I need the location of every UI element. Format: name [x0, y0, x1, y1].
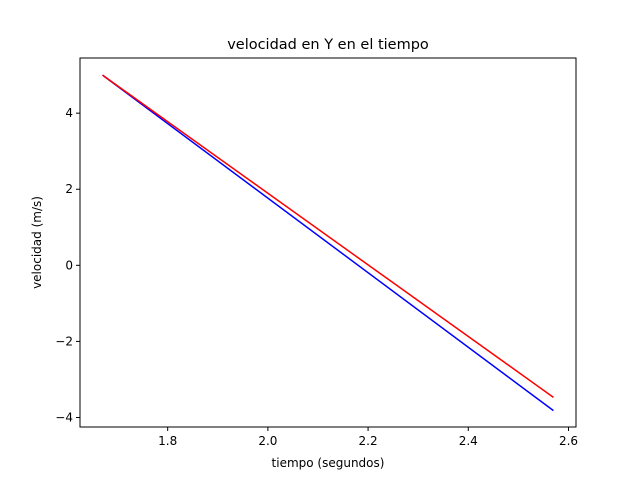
y-tick-label: 4 [65, 106, 73, 120]
x-tick-label: 2.6 [559, 434, 578, 448]
x-tick-label: 1.8 [158, 434, 177, 448]
y-axis-label: velocidad (m/s) [30, 196, 44, 289]
x-tick-label: 2.4 [459, 434, 478, 448]
plot-area-frame [79, 57, 577, 428]
y-tick-label: 2 [65, 182, 73, 196]
y-tick-label: −2 [55, 334, 73, 348]
y-tick-label: −4 [55, 410, 73, 424]
series-layer [102, 74, 554, 412]
y-tick-label: 0 [65, 258, 73, 272]
series-line-1 [102, 74, 554, 412]
x-tick-label: 2.2 [359, 434, 378, 448]
chart-title: velocidad en Y en el tiempo [227, 37, 429, 53]
x-tick-label: 2.0 [258, 434, 277, 448]
ticks-layer: 1.8 2.0 2.2 2.4 2.6 −4 −2 0 2 4 [55, 106, 578, 448]
x-axis-label: tiempo (segundos) [272, 456, 385, 470]
series-line-2 [102, 74, 554, 398]
